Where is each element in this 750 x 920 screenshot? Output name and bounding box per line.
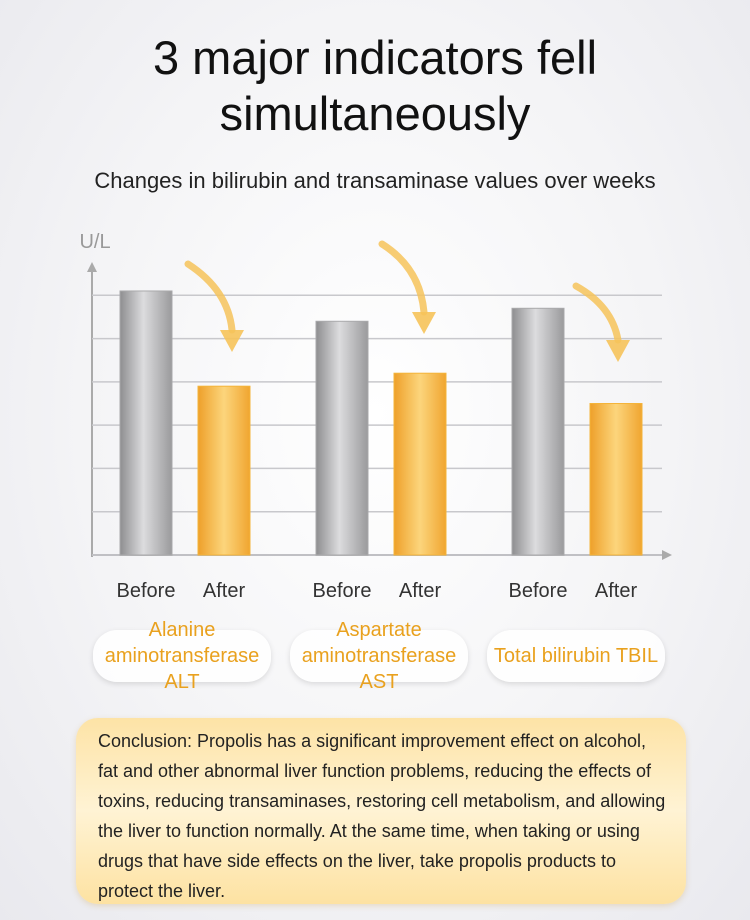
category-label: Total bilirubin TBIL	[487, 630, 665, 682]
bar-label: After	[203, 580, 246, 602]
trend-arrow	[378, 240, 428, 316]
bar-label: Before	[117, 580, 176, 602]
trend-arrowhead	[606, 340, 630, 362]
bar	[119, 290, 173, 556]
conclusion-box: Conclusion: Propolis has a significant i…	[76, 718, 686, 904]
bar-label: Before	[313, 580, 372, 602]
trend-arrowhead	[412, 312, 436, 334]
bar-label: Before	[509, 580, 568, 602]
x-axis-arrow	[662, 550, 672, 560]
bar	[315, 320, 369, 556]
trend-arrowhead	[220, 330, 244, 352]
bar	[511, 307, 565, 556]
category-label: Alanine aminotransferase ALT	[93, 619, 271, 693]
y-axis-arrow	[87, 262, 97, 272]
category-label: Aspartate aminotransferase AST	[290, 619, 468, 693]
bar	[393, 372, 447, 556]
bar-label: After	[595, 580, 638, 602]
trend-arrow	[572, 282, 622, 344]
bar-label: After	[399, 580, 442, 602]
chart-title: 3 major indicators fell simultaneously	[152, 31, 598, 140]
trend-arrow	[184, 260, 236, 334]
bar	[589, 403, 643, 556]
chart-subtitle: Changes in bilirubin and transaminase va…	[94, 168, 656, 193]
y-axis-label: U/L	[79, 231, 110, 253]
bar	[197, 385, 251, 556]
